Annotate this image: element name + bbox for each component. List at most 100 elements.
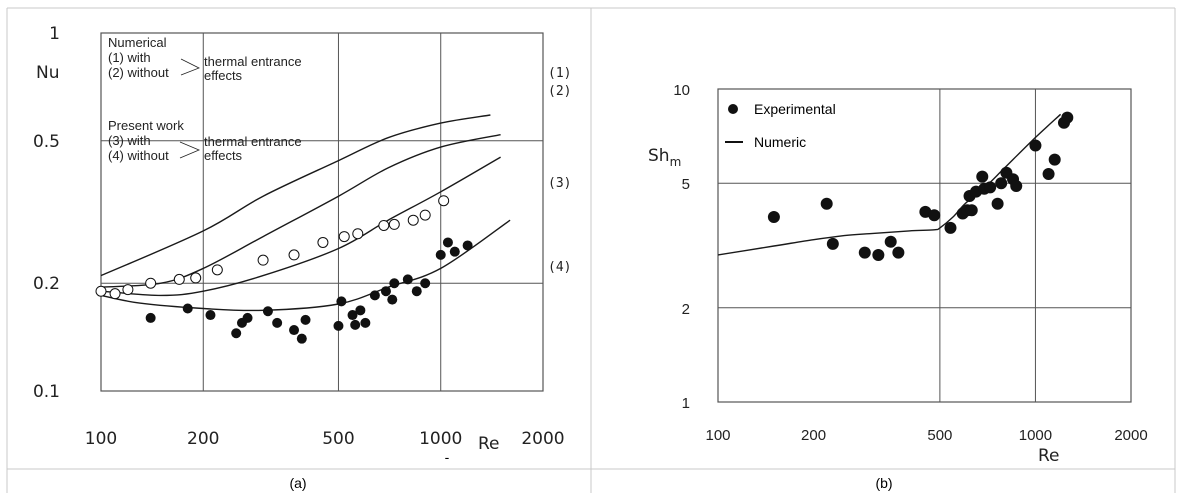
legend-experimental-label: Experimental (754, 101, 836, 117)
panel-a-x-tick-label: 100 (85, 429, 117, 449)
panel-a-data-point-open (388, 218, 400, 230)
panel-a-curve-label: (1) (548, 66, 571, 81)
panel-a-data-point-open (338, 231, 350, 243)
panel-a-x-tick-label: 200 (187, 429, 219, 449)
caption-a: (a) (289, 475, 306, 491)
panel-a-data-point-filled (242, 312, 253, 323)
panel-a-data-point-filled (262, 306, 273, 317)
anno-present-brace (179, 141, 201, 159)
panel-a-data-point-filled (182, 303, 193, 314)
panel-b-data-point-filled (1048, 153, 1061, 166)
panel-b-data-point-filled (858, 246, 871, 259)
panel-a-data-point-filled (289, 325, 300, 336)
panel-a-data-point-filled (420, 278, 431, 289)
panel-a-series-line-2 (100, 134, 501, 288)
panel-b-data-point-filled (820, 197, 833, 210)
panel-a-lines (100, 114, 511, 312)
panel-a-data-point-open (407, 214, 419, 226)
panel-a-series-line-4 (100, 219, 511, 312)
legend-experimental-marker (728, 104, 738, 114)
panel-a-data-point-open (317, 236, 329, 248)
panel-a-data-point-filled (449, 246, 460, 257)
panel-b-ylabel-main: Sh (648, 146, 670, 166)
legend-numeric-label: Numeric (754, 134, 806, 150)
panel-a-data-point-open (122, 284, 134, 296)
panel-a-x-tick-label: 2000 (521, 429, 564, 449)
panel-b-xlabel: Re (1038, 446, 1060, 466)
panel-a-data-point-filled (350, 319, 361, 330)
panel-a-data-point-filled (347, 310, 358, 321)
panel-a-data-point-filled (205, 310, 216, 321)
panel-a-data-point-open (352, 228, 364, 240)
panel-a: 100 200 500 1000 2000 1 0.5 0.2 0.1 (1) (2) (3) (4) … (33, 24, 572, 454)
anno-present-item1: (3) with (108, 133, 151, 148)
panel-b-x-tick-label: 500 (927, 427, 952, 444)
panel-b-ylabel-sub: m (670, 155, 682, 169)
panel-b-data-point-filled (944, 221, 957, 234)
panel-a-curve-label: (4) (548, 260, 571, 275)
panel-a-y-tick-label: 0.5 (33, 132, 60, 152)
anno-numerical-item1: (1) with (108, 50, 151, 65)
panel-a-data-point-open (145, 277, 157, 289)
panel-b-data-point-filled (1010, 179, 1023, 192)
anno-numerical-right1: thermal entrance (204, 54, 302, 69)
panel-a-tick-labels: 100 200 500 1000 2000 1 0.5 0.2 0.1 (1) (2) (3) (4) (33, 24, 572, 449)
panel-a-data-point-open (419, 209, 431, 221)
panel-b-markers (767, 111, 1074, 261)
panel-a-data-point-filled (442, 237, 453, 248)
figure-frame (6, 7, 1176, 493)
panel-a-y-tick-label: 0.1 (33, 382, 60, 402)
panel-a-xlabel: Re (478, 434, 500, 454)
panel-a-data-point-filled (402, 274, 413, 285)
panel-a-y-tick-label: 0.2 (33, 274, 60, 294)
panel-a-data-point-filled (360, 317, 371, 328)
panel-a-data-point-filled (333, 320, 344, 331)
panel-a-curve-label: (2) (548, 84, 571, 99)
panel-a-plot-frame (100, 32, 544, 392)
panel-b-data-point-filled (991, 197, 1004, 210)
caption-b: (b) (875, 475, 892, 491)
panel-a-annotation-numerical: Numerical (1) with (2) without thermal e… (108, 35, 302, 83)
panel-a-data-point-filled (435, 249, 446, 260)
panel-b-plot-frame (717, 88, 1132, 403)
panel-a-data-point-open (211, 264, 223, 276)
panel-b-data-point-filled (976, 170, 989, 183)
panel-a-data-point-filled (272, 317, 283, 328)
panel-a-data-point-open (438, 195, 450, 207)
panel-b-legend: Experimental Numeric (725, 101, 836, 150)
stray-mark: - (445, 449, 450, 465)
panel-b-data-point-filled (984, 181, 997, 194)
panel-b-x-tick-label: 2000 (1114, 427, 1147, 444)
panel-a-y-tick-label: 1 (49, 24, 60, 44)
panel-a-series-line-3 (100, 156, 501, 297)
panel-b-y-tick-label: 10 (673, 82, 690, 99)
panel-b-data-point-filled (965, 204, 978, 217)
anno-numerical-brace (180, 58, 200, 76)
panel-a-data-point-filled (387, 294, 398, 305)
panel-b-x-tick-label: 100 (705, 427, 730, 444)
panel-a-data-point-filled (336, 296, 347, 307)
panel-a-data-point-filled (300, 314, 311, 325)
panel-a-data-point-filled (296, 333, 307, 344)
panel-a-data-point-filled (411, 286, 422, 297)
panel-b-tick-labels: 100 200 500 1000 2000 10 5 2 1 (673, 82, 1147, 444)
panel-b-y-tick-label: 2 (682, 301, 690, 318)
panel-a-data-point-open (190, 272, 202, 284)
panel-a-x-tick-label: 500 (322, 429, 354, 449)
panel-a-markers (95, 195, 473, 344)
panel-a-data-point-filled (369, 290, 380, 301)
panel-b-data-point-filled (767, 210, 780, 223)
panel-b-ylabel: Shm (648, 146, 681, 169)
panel-b-data-point-filled (892, 246, 905, 259)
panel-a-data-point-open (257, 254, 269, 266)
panel-a-ylabel: Nu (36, 63, 60, 83)
panel-b-data-point-filled (884, 235, 897, 248)
panel-a-data-point-filled (462, 240, 473, 251)
panel-a-data-point-filled (145, 312, 156, 323)
panel-a-data-point-open (378, 219, 390, 231)
anno-numerical-right2: effects (204, 68, 243, 83)
panel-b-y-tick-label: 5 (682, 176, 690, 193)
panel-b-x-tick-label: 1000 (1019, 427, 1052, 444)
anno-present-item2: (4) without (108, 148, 169, 163)
panel-b-y-tick-label: 1 (682, 395, 690, 412)
